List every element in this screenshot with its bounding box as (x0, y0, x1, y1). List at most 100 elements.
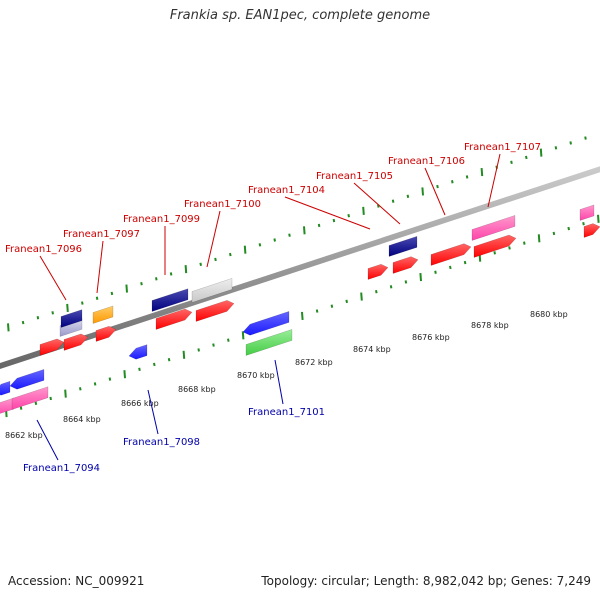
gene-arrow-red (195, 300, 235, 322)
gene-arrow-blue (128, 344, 148, 360)
scale-label: 8678 kbp (471, 321, 509, 330)
minor-tick (273, 238, 276, 242)
minor-tick (51, 311, 54, 315)
minor-tick (169, 272, 173, 276)
minor-tick (138, 367, 141, 372)
minor-tick (525, 155, 528, 160)
minor-tick (155, 277, 158, 281)
scale-label: 8676 kbp (412, 333, 450, 342)
minor-tick (258, 243, 262, 247)
minor-tick (552, 231, 556, 236)
minor-tick (389, 285, 393, 289)
minor-tick (391, 199, 395, 203)
major-tick (64, 389, 67, 398)
minor-tick (463, 260, 467, 265)
minor-tick (375, 289, 378, 294)
minor-tick (81, 301, 84, 305)
minor-tick (227, 338, 230, 342)
minor-tick (229, 252, 232, 257)
minor-tick (567, 226, 570, 231)
major-tick (539, 148, 543, 157)
gene-arrow-grey (191, 278, 233, 303)
gene-label: Franean1_7099 (123, 214, 200, 225)
tick-marks: 8662 kbp 8664 kbp 8666 kbp 8668 kbp 8670 kbp… (5, 136, 600, 440)
minor-tick (140, 281, 143, 286)
callout-line (36, 419, 59, 461)
gene-arrow-red (430, 243, 472, 266)
callout-line (487, 153, 501, 208)
minor-tick (19, 406, 23, 410)
minor-tick (508, 246, 511, 250)
backbone-line (0, 166, 600, 369)
major-tick (537, 234, 541, 243)
gene-label: Franean1_7106 (388, 156, 465, 167)
callout-line (274, 359, 284, 405)
genome-backbone (0, 166, 600, 369)
gene-arrow-navy (151, 288, 189, 312)
major-tick (241, 331, 245, 340)
gene-label: Franean1_7094 (23, 463, 100, 474)
minor-tick (510, 160, 513, 165)
gene-arrow-blue (9, 369, 45, 390)
minor-tick (36, 315, 40, 320)
callout-line (96, 240, 104, 294)
gene-label: Franean1_7101 (248, 407, 325, 418)
minor-tick (153, 362, 156, 367)
minor-tick (167, 357, 171, 362)
scale-label: 8670 kbp (237, 371, 275, 380)
major-tick (421, 187, 424, 196)
minor-tick (406, 194, 410, 199)
minor-tick (465, 175, 469, 179)
gene-arrow-red (392, 256, 419, 274)
major-tick (182, 350, 186, 359)
major-tick (362, 206, 365, 215)
scale-label: 8666 kbp (121, 399, 159, 408)
major-tick (123, 370, 126, 379)
gene-label: Franean1_7096 (5, 244, 82, 255)
map-title: Frankia sp. EAN1pec, complete genome (169, 8, 431, 23)
gene-arrow-red (473, 234, 517, 258)
minor-tick (582, 222, 585, 226)
minor-tick (347, 214, 350, 218)
scale-label: 8680 kbp (530, 310, 568, 319)
gene-label: Franean1_7097 (63, 229, 140, 240)
major-tick (243, 245, 247, 254)
gene-arrow-red (39, 338, 65, 356)
minor-tick (288, 233, 291, 237)
gene-arrow-red (63, 333, 89, 351)
major-tick (7, 323, 10, 332)
minor-tick (108, 377, 112, 381)
major-tick (597, 214, 600, 223)
scale-label: 8664 kbp (63, 415, 101, 424)
gene-arrow-magenta (471, 215, 516, 241)
gene-arrow-magenta (0, 397, 15, 414)
gene-label: Franean1_7105 (316, 171, 393, 182)
callout-line (284, 196, 371, 230)
minor-tick (93, 382, 97, 386)
gene-label: Franean1_7100 (184, 199, 261, 210)
minor-tick (317, 223, 321, 228)
callout-line (206, 210, 221, 268)
gene-arrow-red (367, 263, 389, 280)
minor-tick (315, 309, 319, 313)
gene-features (0, 204, 600, 414)
callout-line (353, 182, 401, 225)
minor-tick (330, 304, 334, 308)
minor-tick (345, 299, 348, 304)
scale-label: 8672 kbp (295, 358, 333, 367)
topology-text: Topology: circular; Length: 8,982,042 bp… (261, 574, 591, 588)
minor-tick (434, 270, 437, 274)
gene-arrow-navy (60, 309, 83, 328)
minor-tick (554, 146, 558, 150)
gene-arrow-blue (242, 311, 290, 336)
major-tick (419, 273, 422, 282)
minor-tick (95, 296, 99, 300)
major-tick (301, 311, 304, 321)
gene-arrow-red (155, 308, 193, 330)
gene-arrow-magenta (579, 204, 595, 221)
gene-label: Franean1_7104 (248, 185, 325, 196)
major-tick (303, 226, 306, 235)
major-tick (66, 303, 69, 313)
minor-tick (451, 180, 454, 184)
